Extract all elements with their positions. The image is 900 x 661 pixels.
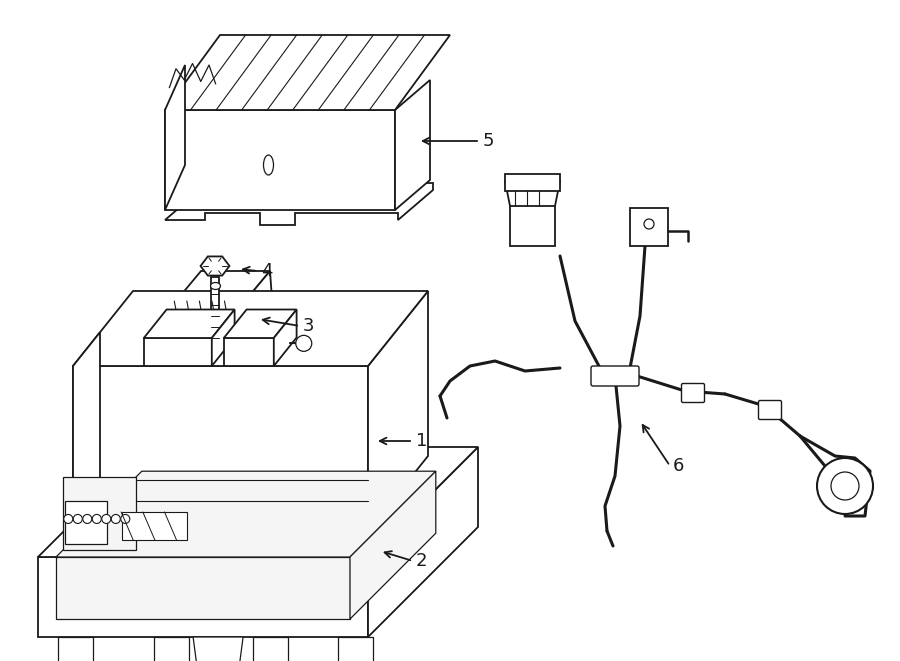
Circle shape: [112, 514, 121, 524]
Polygon shape: [211, 277, 219, 341]
Polygon shape: [73, 366, 368, 531]
Circle shape: [73, 514, 82, 524]
Polygon shape: [350, 471, 436, 619]
Polygon shape: [56, 557, 350, 619]
Polygon shape: [63, 477, 136, 550]
Circle shape: [102, 514, 111, 524]
FancyBboxPatch shape: [681, 383, 705, 403]
Text: 1: 1: [416, 432, 428, 450]
Polygon shape: [245, 271, 273, 343]
Polygon shape: [505, 181, 560, 206]
Polygon shape: [154, 637, 188, 661]
Polygon shape: [395, 80, 430, 210]
Polygon shape: [224, 338, 274, 366]
Polygon shape: [38, 447, 478, 557]
Polygon shape: [73, 332, 100, 531]
Ellipse shape: [264, 155, 274, 175]
Polygon shape: [176, 271, 270, 301]
Ellipse shape: [644, 219, 654, 229]
Polygon shape: [224, 309, 297, 338]
Polygon shape: [253, 637, 287, 661]
Polygon shape: [194, 637, 243, 661]
Polygon shape: [165, 65, 185, 210]
Polygon shape: [58, 637, 93, 661]
Ellipse shape: [211, 282, 220, 290]
Polygon shape: [201, 256, 230, 276]
Circle shape: [831, 472, 859, 500]
Polygon shape: [144, 309, 235, 338]
FancyBboxPatch shape: [591, 366, 639, 386]
Polygon shape: [68, 456, 433, 559]
Polygon shape: [144, 338, 212, 366]
Circle shape: [121, 514, 130, 524]
Text: 5: 5: [483, 132, 494, 150]
Text: 4: 4: [261, 262, 273, 280]
Polygon shape: [165, 110, 395, 210]
Polygon shape: [274, 309, 297, 366]
Polygon shape: [73, 291, 428, 366]
Polygon shape: [165, 35, 450, 110]
Circle shape: [83, 514, 92, 524]
Polygon shape: [368, 447, 478, 637]
Polygon shape: [165, 183, 433, 225]
Circle shape: [93, 514, 102, 524]
Circle shape: [64, 514, 73, 524]
FancyBboxPatch shape: [759, 401, 781, 420]
Polygon shape: [38, 557, 368, 637]
Text: 6: 6: [673, 457, 684, 475]
Polygon shape: [56, 471, 436, 557]
Polygon shape: [66, 501, 107, 544]
Ellipse shape: [79, 502, 94, 525]
Circle shape: [817, 458, 873, 514]
Polygon shape: [122, 512, 187, 540]
Polygon shape: [510, 196, 555, 246]
Circle shape: [296, 335, 311, 352]
Polygon shape: [212, 309, 235, 366]
Polygon shape: [338, 637, 373, 661]
Polygon shape: [173, 301, 248, 343]
Polygon shape: [505, 174, 560, 191]
Text: 2: 2: [416, 552, 428, 570]
Text: 3: 3: [303, 317, 314, 335]
Polygon shape: [630, 208, 668, 246]
Polygon shape: [368, 291, 428, 531]
